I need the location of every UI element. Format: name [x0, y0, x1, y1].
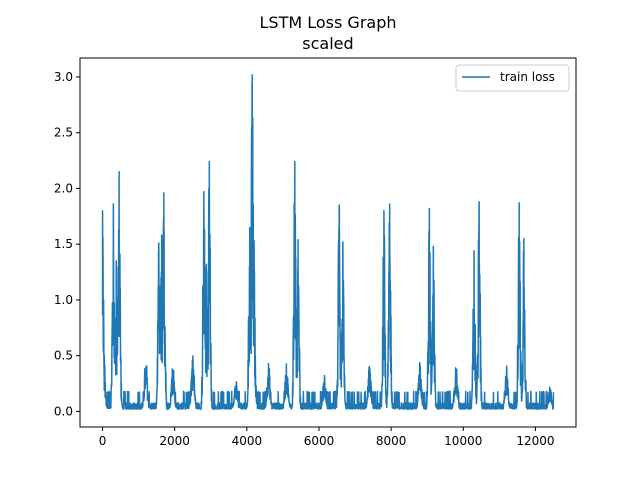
- x-tick-label: 4000: [232, 434, 263, 448]
- chart-title: LSTM Loss Graph: [260, 13, 397, 32]
- legend-box: [455, 64, 570, 92]
- y-tick-label: 2.5: [54, 126, 73, 140]
- legend: train loss: [455, 64, 570, 92]
- legend-label-train-loss: train loss: [500, 70, 555, 84]
- y-tick-label: 0.0: [54, 404, 73, 418]
- x-tick-label: 10000: [444, 434, 482, 448]
- series-layer: [101, 73, 555, 410]
- y-tick-label: 0.5: [54, 349, 73, 363]
- series-line-train-loss: [101, 73, 555, 410]
- x-tick-label: 2000: [159, 434, 190, 448]
- plot-background: [80, 58, 576, 427]
- x-tick-label: 0: [99, 434, 107, 448]
- x-tick-label: 6000: [304, 434, 335, 448]
- chart-subtitle: scaled: [302, 34, 353, 53]
- y-tick-label: 1.0: [54, 293, 73, 307]
- plot-frame: [79, 57, 577, 428]
- x-axis: 0 2000 4000 6000 8000 10000 12000: [99, 427, 555, 448]
- y-tick-label: 1.5: [54, 237, 73, 251]
- x-tick-label: 12000: [516, 434, 554, 448]
- x-tick-label: 8000: [376, 434, 407, 448]
- y-tick-label: 3.0: [54, 70, 73, 84]
- y-axis: 0.0 0.5 1.0 1.5 2.0 2.5 3.0: [54, 70, 80, 418]
- y-tick-label: 2.0: [54, 181, 73, 195]
